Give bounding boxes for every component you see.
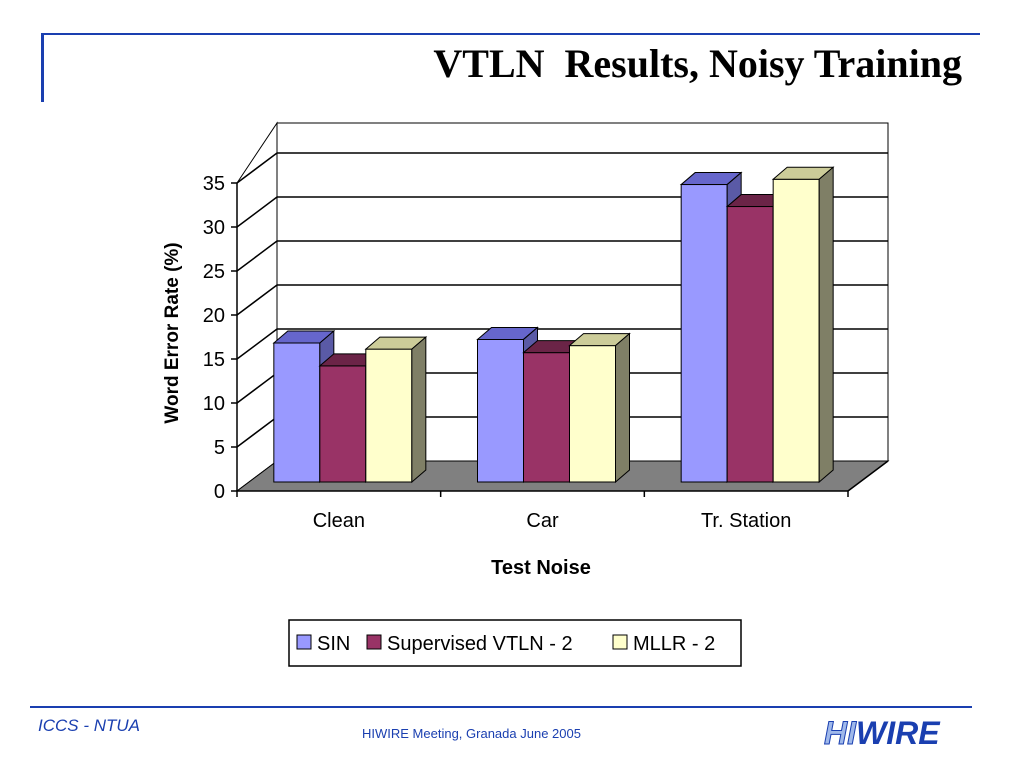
y-tick-labels: 0 5 10 15 20 25 30 35 (203, 173, 225, 503)
title-frame-vertical (41, 33, 44, 102)
bar-front-face (523, 352, 570, 483)
bar-side-face (818, 166, 834, 484)
bar-front-face (319, 365, 367, 483)
legend-label: SIN (317, 633, 350, 655)
bar-front-face (273, 342, 321, 483)
legend-label: MLLR - 2 (633, 633, 715, 655)
bar-3-2 (568, 332, 631, 484)
bar-side-face (411, 336, 427, 484)
logo-part-wi: WI (856, 715, 896, 751)
bar-front-face (365, 348, 413, 483)
footer-meeting-info: HIWIRE Meeting, Granada June 2005 (362, 726, 581, 741)
y-tick-label: 35 (203, 173, 225, 195)
x-tick-labels: Clean Car Tr. Station (313, 510, 792, 532)
floor-edge-line (847, 460, 889, 492)
footer-organization: ICCS - NTUA (38, 716, 140, 735)
y-axis-label: Word Error Rate (%) (162, 242, 183, 423)
legend-swatch (612, 634, 628, 650)
logo-part-hi: HI (824, 715, 857, 752)
bar-front-face (477, 338, 524, 483)
logo-part-re: RE (895, 715, 940, 751)
footer-divider (30, 706, 972, 708)
y-tick-label: 15 (203, 349, 225, 371)
hiwire-logo: HIWIRE (824, 715, 940, 752)
x-tick-label: Clean (313, 510, 365, 532)
chart-legend: SIN Supervised VTLN - 2 MLLR - 2 (288, 619, 742, 667)
y-tick-label: 10 (203, 393, 225, 415)
bar-front-face (772, 178, 820, 483)
legend-swatch (296, 634, 312, 650)
y-tick-label: 0 (214, 481, 225, 503)
x-tick-label: Tr. Station (701, 510, 791, 532)
y-tick-label: 30 (203, 217, 225, 239)
bar-side-face (615, 332, 630, 484)
x-axis-label: Test Noise (491, 557, 591, 579)
bar-front-face (726, 206, 774, 483)
title-frame-horizontal (41, 33, 980, 35)
gridline (236, 152, 888, 184)
chart-bars (272, 166, 835, 484)
legend-label: Supervised VTLN - 2 (387, 633, 573, 655)
legend-swatch (366, 634, 382, 650)
legend-box (288, 619, 742, 667)
bar-3-3 (771, 166, 835, 484)
chart-axes (231, 182, 889, 497)
y-tick-label: 25 (203, 261, 225, 283)
x-tick-label: Car (526, 510, 559, 532)
bar-chart: 0 5 10 15 20 25 30 35 Clean Car Tr. Station Word … (162, 121, 890, 667)
bar-front-face (569, 345, 616, 483)
y-tick-label: 20 (203, 305, 225, 327)
y-tick-label: 5 (214, 437, 225, 459)
bar-3-1 (364, 336, 428, 484)
bar-front-face (680, 184, 728, 483)
page-title: VTLN Results, Noisy Training (433, 41, 962, 86)
